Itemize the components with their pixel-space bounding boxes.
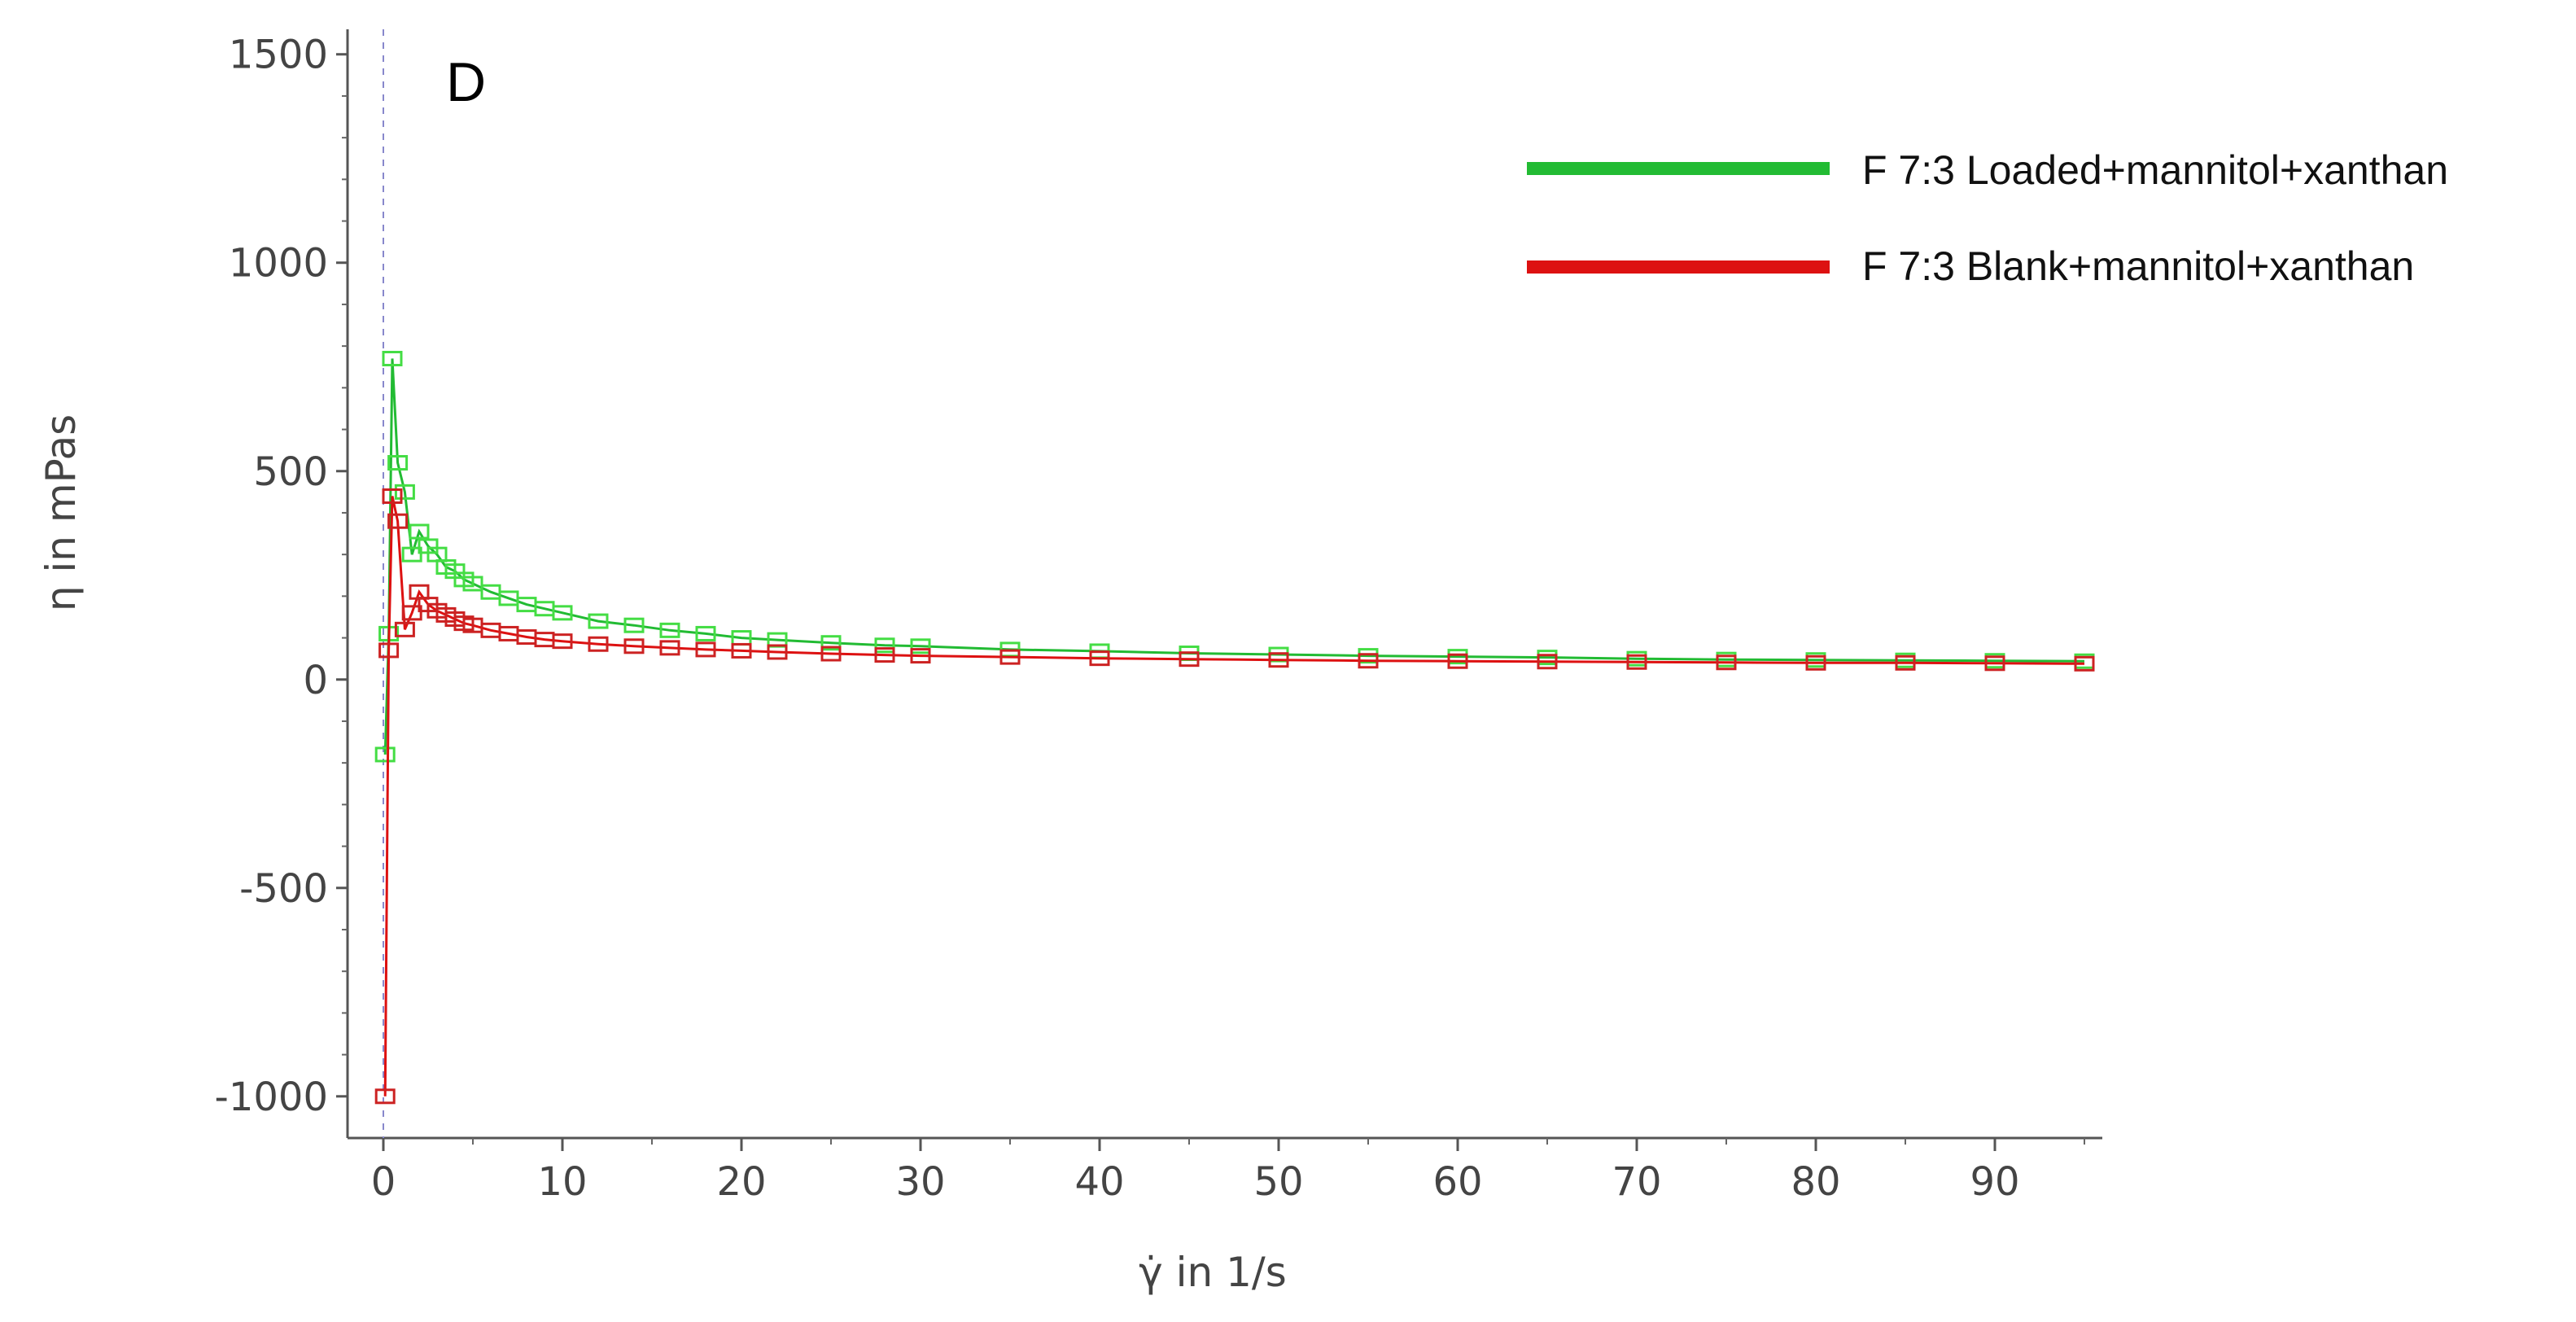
y-tick-label: 1500 bbox=[229, 33, 328, 78]
tick-labels: -1000 -500 0 500 1000 1500 0 10 20 30 40 50 60 70 80 90 bbox=[215, 33, 2020, 1205]
data-point bbox=[1268, 652, 1289, 668]
y-tick-label: 1000 bbox=[229, 241, 328, 287]
series-line bbox=[383, 358, 2085, 755]
data-point bbox=[382, 351, 403, 367]
data-point bbox=[695, 641, 716, 658]
data-point bbox=[1447, 653, 1468, 669]
data-point bbox=[820, 635, 842, 651]
data-point bbox=[394, 621, 415, 637]
data-point bbox=[695, 625, 716, 641]
data-point bbox=[1626, 654, 1647, 670]
x-tick-label: 40 bbox=[1074, 1159, 1124, 1205]
data-point bbox=[1358, 653, 1379, 669]
y-tick-label: 500 bbox=[253, 449, 328, 495]
x-tick-label: 20 bbox=[716, 1159, 766, 1205]
data-point bbox=[2074, 655, 2095, 672]
data-point bbox=[374, 1088, 396, 1105]
data-point bbox=[1537, 654, 1558, 670]
x-tick-label: 30 bbox=[895, 1159, 945, 1205]
data-point bbox=[462, 576, 483, 592]
x-tick-label: 60 bbox=[1432, 1159, 1482, 1205]
data-point bbox=[1089, 650, 1110, 667]
x-tick-label: 90 bbox=[1970, 1159, 2019, 1205]
y-axis-title: η in mPas bbox=[37, 414, 85, 611]
data-point bbox=[659, 640, 680, 656]
y-tick-label: 0 bbox=[303, 658, 328, 703]
x-tick-label: 70 bbox=[1612, 1159, 1661, 1205]
data-point bbox=[382, 488, 403, 504]
x-axis-title: γ̇ in 1/s bbox=[1139, 1249, 1287, 1296]
data-point bbox=[623, 638, 645, 654]
data-point bbox=[910, 638, 931, 654]
data-point bbox=[623, 617, 645, 633]
series-line bbox=[383, 496, 2085, 1097]
data-point bbox=[409, 523, 430, 540]
data-point bbox=[767, 644, 788, 660]
data-point bbox=[394, 484, 415, 500]
data-point bbox=[588, 613, 609, 629]
data-point bbox=[874, 637, 895, 654]
legend-label-loaded: F 7:3 Loaded+mannitol+xanthan bbox=[1862, 147, 2448, 193]
data-point bbox=[378, 642, 400, 659]
x-tick-label: 50 bbox=[1253, 1159, 1303, 1205]
data-point bbox=[1805, 654, 1826, 671]
data-point bbox=[910, 648, 931, 664]
data-point bbox=[1179, 651, 1200, 668]
series-layer bbox=[374, 351, 2095, 1105]
x-tick-label: 0 bbox=[371, 1159, 396, 1205]
data-point bbox=[999, 649, 1021, 665]
data-point bbox=[874, 647, 895, 663]
legend: F 7:3 Loaded+mannitol+xanthan F 7:3 Blan… bbox=[1527, 147, 2448, 289]
data-point bbox=[387, 513, 409, 529]
data-point bbox=[401, 605, 422, 621]
data-point bbox=[731, 642, 752, 659]
data-point bbox=[588, 636, 609, 652]
y-tick-label: -500 bbox=[239, 866, 328, 912]
data-point bbox=[1716, 654, 1737, 671]
data-point bbox=[387, 455, 409, 471]
axes bbox=[336, 29, 2102, 1151]
series-0 bbox=[374, 351, 2095, 763]
legend-label-blank: F 7:3 Blank+mannitol+xanthan bbox=[1862, 243, 2414, 289]
data-point bbox=[401, 546, 422, 563]
y-tick-label: -1000 bbox=[215, 1075, 328, 1120]
x-tick-label: 80 bbox=[1791, 1159, 1840, 1205]
data-point bbox=[659, 622, 680, 638]
panel-label: D bbox=[446, 51, 486, 113]
data-point bbox=[552, 633, 573, 650]
data-point bbox=[374, 746, 396, 763]
data-point bbox=[820, 646, 842, 662]
data-point bbox=[1984, 655, 2005, 672]
data-point bbox=[552, 605, 573, 621]
x-tick-label: 10 bbox=[537, 1159, 587, 1205]
data-point bbox=[1895, 654, 1916, 671]
series-1 bbox=[374, 488, 2095, 1105]
